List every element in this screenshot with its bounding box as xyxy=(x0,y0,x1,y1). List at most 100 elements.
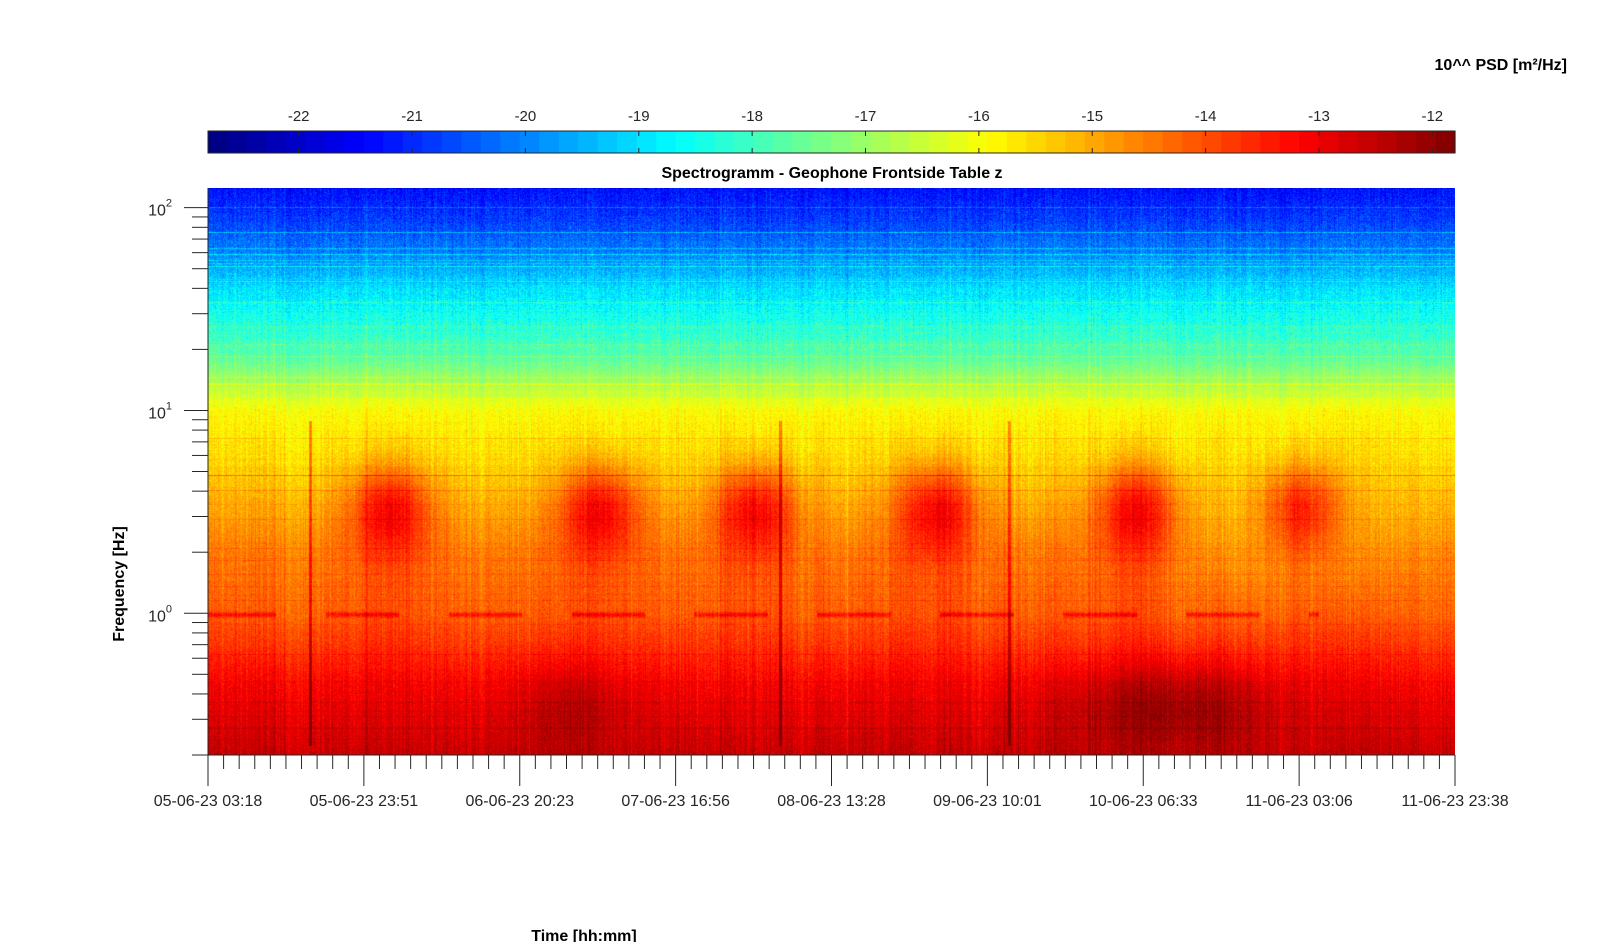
colorbar-cell xyxy=(246,131,268,153)
colorbar-cell xyxy=(636,131,657,153)
spectrogram-heatmap xyxy=(208,188,1455,755)
colorbar-cell xyxy=(1435,131,1456,153)
colorbar-cell xyxy=(227,131,248,153)
colorbar-cell xyxy=(889,131,911,153)
colorbar-cell xyxy=(480,131,501,153)
y-axis-ticks xyxy=(184,207,208,756)
colorbar-cell xyxy=(909,131,930,153)
colorbar-label: 10^^ PSD [m²/Hz] xyxy=(1435,57,1567,74)
colorbar-cell xyxy=(773,131,794,153)
colorbar-cell xyxy=(812,131,833,153)
colorbar-cell xyxy=(948,131,969,153)
colorbar-cell xyxy=(266,131,287,153)
colorbar-ticks: -22 -21 -20 -19 -18 -17 -16 -15 -14 -13 -12 xyxy=(288,108,1443,153)
colorbar-tick-label: -16 xyxy=(968,108,990,125)
colorbar-cell xyxy=(675,131,696,153)
colorbar-cell xyxy=(656,131,677,153)
colorbar-cell xyxy=(1416,131,1437,153)
colorbar-cell xyxy=(305,131,326,153)
colorbar-cell xyxy=(324,131,345,153)
colorbar-cell xyxy=(695,131,716,153)
colorbar-cell xyxy=(1162,131,1183,153)
colorbar-cell xyxy=(441,131,462,153)
x-axis-tick-label: 08-06-23 13:28 xyxy=(777,793,886,810)
colorbar-cell xyxy=(1377,131,1398,153)
y-axis-label: Frequency [Hz] xyxy=(111,526,128,642)
colorbar-cell xyxy=(831,131,852,153)
x-axis-tick-label: 05-06-23 23:51 xyxy=(310,793,419,810)
colorbar-cell xyxy=(422,131,443,153)
colorbar-tick-label: -12 xyxy=(1421,108,1443,125)
colorbar-cell xyxy=(850,131,872,153)
colorbar-tick-label: -15 xyxy=(1081,108,1103,125)
colorbar-cell xyxy=(1065,131,1086,153)
colorbar-cell xyxy=(1221,131,1242,153)
colorbar-cell xyxy=(461,131,482,153)
colorbar-cell xyxy=(1182,131,1203,153)
colorbar-cell xyxy=(714,131,735,153)
y-axis-tick-label: 101 xyxy=(148,400,172,422)
y-axis-tick-label: 102 xyxy=(148,198,172,220)
x-axis-ticks xyxy=(207,755,1456,786)
colorbar-cell xyxy=(1143,131,1164,153)
colorbar-cell xyxy=(1045,131,1066,153)
colorbar-cell xyxy=(792,131,813,153)
colorbar-tick-label: -14 xyxy=(1195,108,1217,125)
x-axis: 05-06-23 03:18 05-06-23 23:51 06-06-23 20:… xyxy=(154,755,1509,942)
y-axis-tick-labels: 100 101 102 xyxy=(148,198,172,626)
spectrogram-plot-area xyxy=(207,188,1455,756)
x-axis-tick-label: 06-06-23 20:23 xyxy=(465,793,574,810)
colorbar-cell xyxy=(1240,131,1261,153)
x-axis-tick-label: 09-06-23 10:01 xyxy=(933,793,1042,810)
colorbar-cell xyxy=(870,131,891,153)
colorbar-cell xyxy=(1123,131,1144,153)
colorbar-cell xyxy=(558,131,579,153)
colorbar-frame xyxy=(207,130,1456,154)
x-axis-label: Time [hh:mm] xyxy=(531,928,636,942)
colorbar-cell xyxy=(208,131,229,153)
colorbar-tick-label: -22 xyxy=(288,108,310,125)
x-axis-tick-label: 05-06-23 03:18 xyxy=(154,793,263,810)
x-axis-tick-label: 11-06-23 23:38 xyxy=(1401,793,1508,810)
colorbar-cell xyxy=(285,131,307,153)
x-axis-tick-label: 10-06-23 06:33 xyxy=(1089,793,1198,810)
colorbar-cell xyxy=(383,131,404,153)
colorbar-cell xyxy=(1201,131,1222,153)
colorbar-cell xyxy=(1318,131,1339,153)
colorbar-cell xyxy=(578,131,599,153)
colorbar-cell xyxy=(519,131,540,153)
colorbar-cell xyxy=(1299,131,1320,153)
colorbar-cell xyxy=(1338,131,1359,153)
x-axis-tick-label: 11-06-23 03:06 xyxy=(1245,793,1352,810)
colorbar-tick-label: -17 xyxy=(855,108,877,125)
colorbar-tick-label: -20 xyxy=(515,108,537,125)
colorbar-cell xyxy=(1026,131,1047,153)
chart-title: Spectrogramm - Geophone Frontside Table … xyxy=(661,165,1002,182)
x-axis-tick-label: 07-06-23 16:56 xyxy=(621,793,730,810)
colorbar-cell xyxy=(1104,131,1125,153)
colorbar-cell xyxy=(402,131,423,153)
colorbar-tick-label: -21 xyxy=(401,108,423,125)
colorbar-cell xyxy=(500,131,521,153)
colorbar-cell xyxy=(734,131,755,153)
colorbar-cell xyxy=(363,131,384,153)
colorbar-tick-label: -13 xyxy=(1308,108,1330,125)
colorbar-cell xyxy=(1006,131,1027,153)
colorbar-cell xyxy=(1084,131,1105,153)
colorbar-cell xyxy=(753,131,774,153)
colorbar-gradient xyxy=(208,131,1456,153)
colorbar-cell xyxy=(967,131,988,153)
colorbar-cell xyxy=(1396,131,1417,153)
colorbar-cell xyxy=(617,131,638,153)
colorbar-cell xyxy=(1357,131,1378,153)
y-axis: 100 101 102 Frequency [Hz] xyxy=(111,198,208,756)
colorbar-cell xyxy=(1260,131,1281,153)
x-axis-tick-labels: 05-06-23 03:18 05-06-23 23:51 06-06-23 20:… xyxy=(154,793,1509,810)
colorbar-cell xyxy=(539,131,560,153)
colorbar-cell xyxy=(928,131,949,153)
colorbar-tick-label: -19 xyxy=(628,108,650,125)
colorbar-tick-label: -18 xyxy=(741,108,763,125)
colorbar-cell xyxy=(597,131,618,153)
